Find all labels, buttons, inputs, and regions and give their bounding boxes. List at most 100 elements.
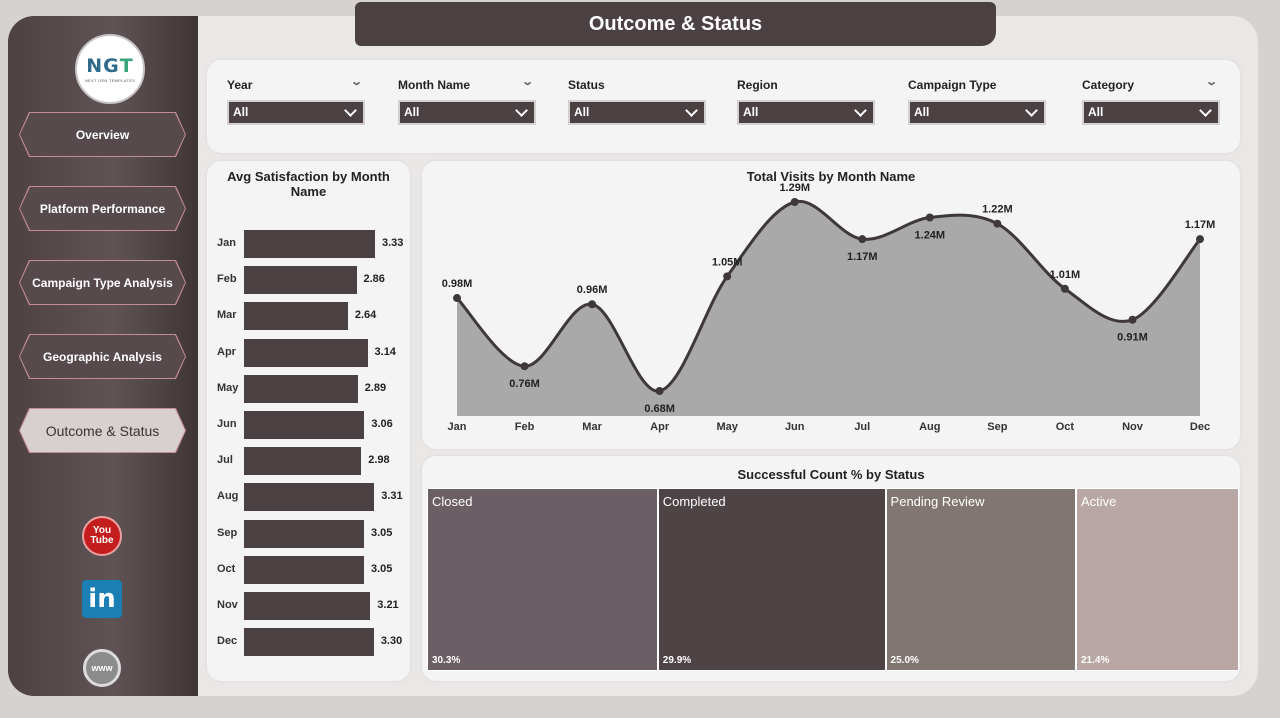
data-point[interactable] bbox=[588, 300, 597, 309]
nav-campaign-type-analysis-button[interactable]: Campaign Type Analysis bbox=[19, 260, 186, 305]
bar-row[interactable]: Apr 3.14 bbox=[207, 338, 410, 367]
filter-bar: Year ⌄ All Month Name ⌄ All Status All Reg… bbox=[207, 60, 1240, 153]
data-label: 0.68M bbox=[644, 403, 675, 415]
x-tick-label: Jun bbox=[785, 421, 805, 433]
treemap-tile[interactable]: Active 21.4% bbox=[1075, 488, 1239, 671]
x-tick-label: Sep bbox=[987, 421, 1007, 433]
tile-label: Completed bbox=[662, 494, 726, 509]
bar[interactable] bbox=[244, 555, 364, 584]
globe-icon[interactable]: www bbox=[83, 649, 121, 687]
youtube-icon[interactable]: You Tube bbox=[82, 516, 122, 556]
data-label: 1.05M bbox=[712, 256, 743, 268]
data-point[interactable] bbox=[723, 272, 732, 281]
data-label: 1.29M bbox=[779, 182, 810, 194]
tile-value: 25.0% bbox=[890, 655, 919, 666]
filter-month-name: Month Name ⌄ All bbox=[398, 76, 536, 125]
bar-row[interactable]: Oct 3.05 bbox=[207, 555, 410, 584]
bar-row[interactable]: May 2.89 bbox=[207, 374, 410, 403]
tile-label: Closed bbox=[432, 494, 473, 509]
bar-value-label: 3.21 bbox=[377, 599, 399, 611]
bar-row[interactable]: Aug 3.31 bbox=[207, 483, 410, 512]
bar-row[interactable]: Sep 3.05 bbox=[207, 519, 410, 548]
bar[interactable] bbox=[244, 628, 374, 657]
ngt-logo[interactable]: NGT NEXT GEN TEMPLATES bbox=[75, 34, 145, 104]
category-dropdown[interactable]: All bbox=[1082, 100, 1220, 125]
filter-label: Status bbox=[568, 78, 605, 92]
chart-title: Avg Satisfaction by Month Name bbox=[227, 169, 390, 199]
data-point[interactable] bbox=[453, 294, 461, 303]
treemap-tile[interactable]: Completed 29.9% bbox=[657, 488, 886, 671]
bar[interactable] bbox=[244, 266, 357, 295]
bar[interactable] bbox=[244, 483, 375, 512]
bar[interactable] bbox=[244, 374, 358, 403]
data-point[interactable] bbox=[655, 387, 664, 395]
bar[interactable] bbox=[244, 230, 375, 258]
chevron-down-icon[interactable]: ⌄ bbox=[1204, 76, 1218, 88]
x-tick-label: Apr bbox=[650, 421, 670, 433]
nav-overview-button[interactable]: Overview bbox=[19, 112, 186, 157]
bar-category-label: Jun bbox=[217, 418, 237, 430]
area-chart-svg: 0.98M Jan 0.76M Feb 0.96M Mar 0.68M Apr 1.05M May… bbox=[442, 182, 1216, 433]
campaign-type-dropdown[interactable]: All bbox=[908, 100, 1046, 125]
nav-outcome-status-button[interactable]: Outcome & Status bbox=[19, 408, 186, 453]
bar-category-label: Aug bbox=[217, 490, 239, 503]
data-point[interactable] bbox=[1128, 315, 1137, 324]
bar-row[interactable]: Dec 3.30 bbox=[207, 628, 410, 657]
data-point[interactable] bbox=[858, 235, 867, 244]
filter-status: Status All bbox=[568, 78, 706, 125]
total-visits-chart: Total Visits by Month Name 0.98M Jan 0.76M… bbox=[422, 161, 1240, 449]
bar-value-label: 2.64 bbox=[354, 309, 377, 322]
region-dropdown[interactable]: All bbox=[737, 100, 875, 125]
status-dropdown[interactable]: All bbox=[568, 100, 706, 125]
chart-title: Total Visits by Month Name bbox=[746, 169, 916, 184]
bar-value-label: 2.86 bbox=[363, 273, 385, 286]
avg-satisfaction-chart: Avg Satisfaction by Month Name Jan 3.33 Fe… bbox=[207, 161, 410, 681]
month-name-dropdown[interactable]: All bbox=[398, 100, 536, 125]
bar[interactable] bbox=[244, 592, 371, 620]
data-point[interactable] bbox=[1196, 235, 1204, 244]
bar-row[interactable]: Mar 2.64 bbox=[207, 302, 410, 331]
bar-row[interactable]: Jul 2.98 bbox=[207, 447, 410, 476]
bar[interactable] bbox=[244, 447, 362, 476]
bar-row[interactable]: Feb 2.86 bbox=[207, 266, 410, 295]
bar-category-label: Oct bbox=[217, 562, 236, 575]
data-point[interactable] bbox=[993, 219, 1002, 228]
data-point[interactable] bbox=[790, 198, 799, 206]
linkedin-icon[interactable]: in bbox=[82, 580, 122, 618]
bar[interactable] bbox=[244, 411, 365, 439]
treemap-tile[interactable]: Pending Review 25.0% bbox=[885, 488, 1076, 671]
x-tick-label: May bbox=[716, 421, 738, 433]
bar-value-label: 3.06 bbox=[371, 418, 393, 430]
chart-title: Successful Count % by Status bbox=[737, 467, 925, 482]
x-tick-label: Dec bbox=[1190, 421, 1210, 433]
x-tick-label: Mar bbox=[582, 421, 602, 433]
bar-row[interactable]: Nov 3.21 bbox=[207, 592, 410, 620]
x-tick-label: Aug bbox=[919, 421, 940, 433]
bar-category-label: Dec bbox=[217, 635, 238, 648]
data-point[interactable] bbox=[1060, 284, 1069, 293]
chevron-down-icon bbox=[1199, 104, 1212, 117]
chevron-down-icon[interactable]: ⌄ bbox=[520, 76, 534, 88]
chevron-down-icon[interactable]: ⌄ bbox=[349, 76, 363, 88]
bar-value-label: 3.30 bbox=[380, 635, 403, 648]
bar-category-label: Jul bbox=[217, 454, 233, 467]
bar[interactable] bbox=[244, 338, 368, 367]
bar[interactable] bbox=[244, 519, 364, 548]
bar-category-label: Apr bbox=[217, 345, 236, 358]
bar[interactable] bbox=[244, 302, 348, 331]
nav-platform-performance-button[interactable]: Platform Performance bbox=[19, 186, 186, 231]
data-label: 0.76M bbox=[509, 378, 540, 390]
filter-category: Category ⌄ All bbox=[1082, 76, 1220, 125]
chevron-down-icon bbox=[1025, 104, 1038, 117]
bar-category-label: Jan bbox=[217, 237, 236, 249]
data-label: 1.17M bbox=[1185, 219, 1216, 231]
bar-row[interactable]: Jan 3.33 bbox=[207, 230, 410, 258]
bar-category-label: Feb bbox=[217, 273, 237, 286]
nav-geographic-analysis-button[interactable]: Geographic Analysis bbox=[19, 334, 186, 379]
year-dropdown[interactable]: All bbox=[227, 100, 365, 125]
data-point[interactable] bbox=[925, 213, 934, 222]
bar-row[interactable]: Jun 3.06 bbox=[207, 411, 410, 439]
treemap-tile[interactable]: Closed 30.3% bbox=[427, 488, 658, 671]
area-fill bbox=[457, 201, 1200, 416]
data-point[interactable] bbox=[520, 362, 529, 371]
